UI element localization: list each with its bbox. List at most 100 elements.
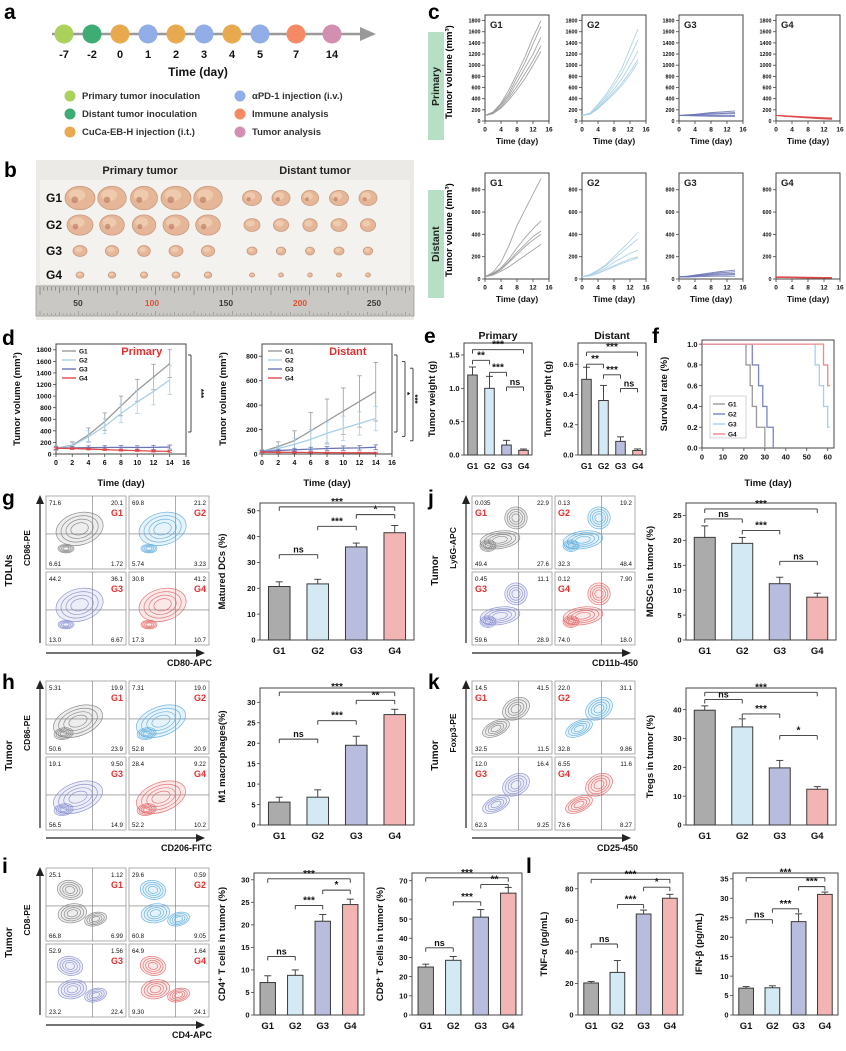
panel-a-timeline: -7 -2 0 1 2 3 4 5 7 14 Time (day) Primary tumor ino… [0,0,422,158]
svg-text:16: 16 [182,460,190,467]
svg-text:G3: G3 [111,769,123,779]
svg-text:G3: G3 [316,1021,329,1032]
svg-text:***: *** [755,520,767,531]
svg-text:10: 10 [247,780,255,789]
svg-text:Primary tumor inoculation: Primary tumor inoculation [82,91,200,102]
svg-text:200: 200 [666,108,675,114]
svg-text:40: 40 [782,453,790,462]
svg-text:800: 800 [763,74,772,80]
svg-text:***: *** [331,497,343,508]
svg-text:23.2: 23.2 [49,1009,62,1016]
svg-text:800: 800 [40,405,52,412]
svg-text:69.8: 69.8 [132,500,145,507]
svg-text:0: 0 [672,119,675,125]
svg-text:150: 150 [219,298,233,308]
svg-text:***: *** [331,711,343,722]
svg-text:56.5: 56.5 [49,822,62,829]
svg-text:***: *** [755,499,767,510]
svg-text:Tumor analysis: Tumor analysis [252,127,321,138]
svg-text:0.2: 0.2 [687,423,697,432]
svg-text:G1: G1 [585,1021,598,1032]
svg-text:9.30: 9.30 [132,1009,145,1016]
svg-text:12.0: 12.0 [475,761,488,768]
svg-text:8: 8 [612,127,616,134]
svg-text:0.6: 0.6 [687,381,697,390]
svg-text:G4: G4 [819,1021,832,1032]
svg-text:50: 50 [247,506,255,515]
svg-text:1000: 1000 [663,63,675,69]
svg-text:G1: G1 [419,1021,432,1032]
svg-text:1600: 1600 [566,30,578,36]
svg-text:0.13: 0.13 [558,500,571,507]
svg-text:G3: G3 [773,646,786,657]
svg-text:6: 6 [309,460,313,467]
svg-text:8: 8 [806,127,810,134]
svg-text:G4: G4 [388,831,401,842]
svg-text:1800: 1800 [663,19,675,25]
svg-text:600: 600 [666,210,675,216]
svg-text:Tumor weight (g): Tumor weight (g) [543,361,554,437]
svg-text:60: 60 [824,453,832,462]
svg-text:Tumor: Tumor [4,740,15,770]
svg-text:***: *** [806,877,818,888]
svg-text:200: 200 [246,427,258,434]
svg-text:G2: G2 [558,693,570,703]
svg-text:G1: G1 [581,461,593,471]
svg-text:G1: G1 [273,646,286,657]
svg-text:200: 200 [569,108,578,114]
svg-text:IFN-β (pg/mL): IFN-β (pg/mL) [694,913,705,975]
svg-text:5: 5 [251,800,255,809]
svg-text:71.6: 71.6 [49,500,62,507]
svg-text:50: 50 [73,298,83,308]
panel-label-a: a [4,1,16,24]
svg-text:8: 8 [709,285,713,292]
svg-text:CD25-450: CD25-450 [597,843,638,853]
svg-text:10.2: 10.2 [194,822,207,829]
svg-text:1400: 1400 [469,41,481,47]
svg-text:9.05: 9.05 [194,933,207,940]
svg-text:20.9: 20.9 [194,746,207,753]
svg-text:23.9: 23.9 [111,746,124,753]
svg-text:400: 400 [763,232,772,238]
svg-text:22.0: 22.0 [558,685,571,692]
svg-text:3: 3 [201,49,207,61]
svg-text:600: 600 [666,85,675,91]
svg-text:G2: G2 [194,880,206,890]
svg-text:10: 10 [339,460,347,467]
svg-text:7: 7 [293,49,299,61]
svg-text:ns: ns [754,910,765,920]
svg-text:3.23: 3.23 [194,561,207,568]
svg-text:600: 600 [40,417,52,424]
svg-text:25: 25 [241,898,249,907]
svg-text:G1: G1 [490,178,503,189]
svg-text:G2: G2 [311,646,324,657]
svg-text:***: *** [606,365,618,376]
svg-text:0.4: 0.4 [563,390,574,399]
svg-text:12: 12 [723,127,731,134]
svg-text:200: 200 [763,108,772,114]
svg-text:8: 8 [119,460,123,467]
svg-text:1400: 1400 [566,41,578,47]
svg-text:16.4: 16.4 [537,761,550,768]
svg-text:30: 30 [247,698,255,707]
svg-text:Tumor: Tumor [4,927,15,957]
svg-text:64.9: 64.9 [132,948,145,955]
svg-text:Matured DCs (%): Matured DCs (%) [217,533,228,609]
svg-text:5.74: 5.74 [132,561,145,568]
svg-text:1400: 1400 [36,370,51,377]
svg-text:12: 12 [356,460,364,467]
svg-text:14.9: 14.9 [111,822,124,829]
svg-text:***: *** [755,682,767,693]
svg-text:Time (day): Time (day) [593,136,636,146]
svg-text:Time (day): Time (day) [744,478,791,489]
svg-text:Immune analysis: Immune analysis [252,109,329,120]
svg-text:***: *** [492,340,504,351]
svg-text:800: 800 [763,188,772,194]
svg-text:800: 800 [569,188,578,194]
panel-d-primary-chart: 0 200 400 600 800 1000 1200 1400 1600 1800 0 2 4 6 8 10… [8,330,214,490]
svg-text:0: 0 [672,277,675,283]
svg-text:5: 5 [724,991,728,1000]
panel-k-flow-plots: Tumor Foxp3-PE CD25-450 14.5 41.5 32.5 11.5 G1 2… [428,677,640,860]
svg-text:CD86-PE: CD86-PE [22,530,32,566]
panel-e-primary-weight-chart: 0.0 0.5 1.0 1.5 Tumor weight (g) Primary G1 G2 G… [424,330,540,490]
